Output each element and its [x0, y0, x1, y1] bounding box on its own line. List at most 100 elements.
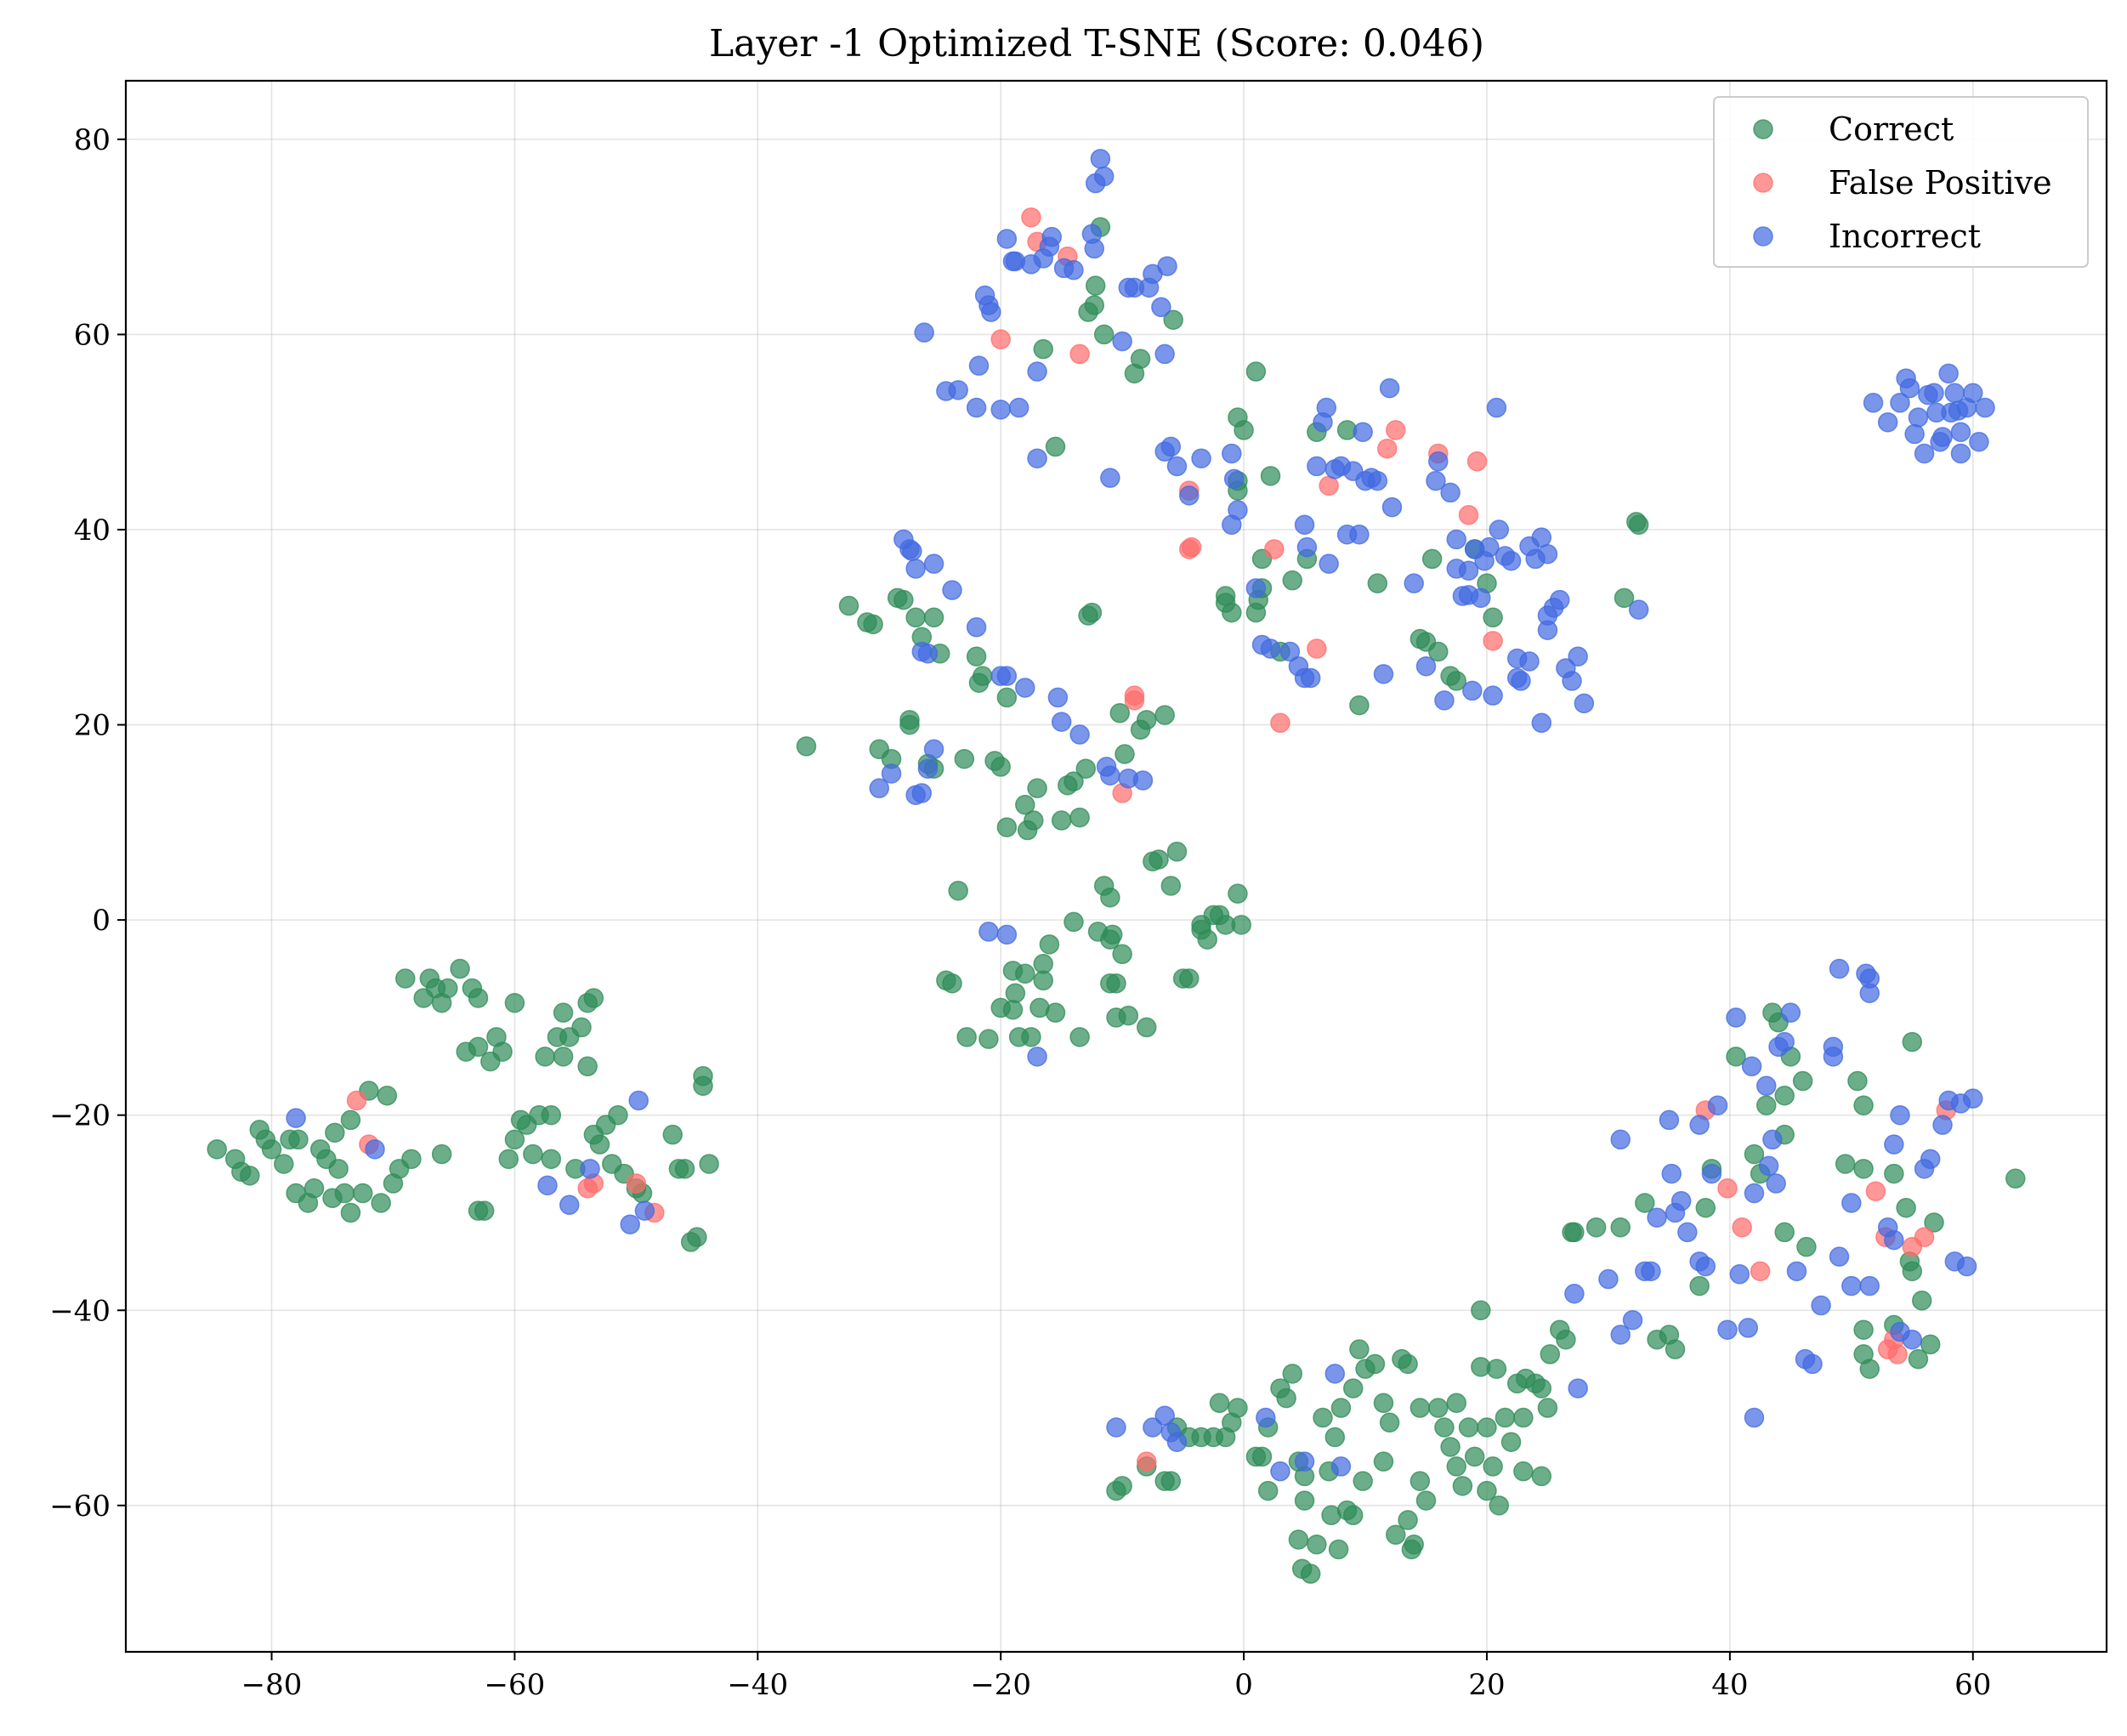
point-correct [325, 1122, 345, 1143]
point-correct [905, 607, 926, 628]
point-correct [956, 1027, 977, 1047]
point-correct [1367, 573, 1388, 593]
point-incorrect [1726, 1007, 1746, 1028]
point-correct [523, 1143, 543, 1165]
point-correct [1614, 587, 1635, 609]
point-correct [1209, 1393, 1230, 1414]
point-correct [1853, 1095, 1874, 1115]
point-incorrect [1294, 1451, 1315, 1472]
point-false-positive [1069, 343, 1090, 365]
point-incorrect [1324, 1364, 1346, 1384]
point-incorrect [1701, 1163, 1722, 1184]
point-correct [1118, 1005, 1139, 1026]
point-correct [261, 1139, 282, 1160]
point-incorrect [1428, 451, 1449, 472]
x-axis-ticks: −80 −60 −40 −20 0 20 40 60 [241, 1652, 1991, 1702]
point-correct [1446, 1393, 1466, 1414]
x-tick-label: 0 [1234, 1668, 1253, 1702]
point-incorrect [1191, 448, 1211, 468]
point-correct [1005, 983, 1026, 1003]
point-correct [1665, 1339, 1686, 1359]
point-incorrect [1151, 297, 1171, 318]
point-correct [340, 1109, 361, 1131]
point-correct [1257, 1480, 1279, 1501]
point-incorrect [1884, 1229, 1904, 1251]
point-incorrect [968, 355, 990, 376]
point-correct [553, 1002, 574, 1023]
point-incorrect [1446, 529, 1466, 550]
point-incorrect [1859, 1275, 1880, 1296]
y-tick-label: 40 [74, 513, 111, 547]
point-correct [1774, 1085, 1795, 1106]
point-incorrect [1859, 983, 1880, 1003]
point-incorrect [990, 400, 1011, 420]
point-incorrect [1890, 393, 1910, 413]
point-incorrect [1112, 331, 1132, 352]
point-correct [1084, 295, 1105, 315]
point-incorrect [1741, 1056, 1762, 1077]
point-correct [687, 1227, 707, 1247]
point-incorrect [1294, 514, 1315, 536]
point-correct [899, 714, 920, 735]
point-incorrect [1695, 1256, 1716, 1277]
point-correct [1409, 1471, 1431, 1491]
point-incorrect [869, 778, 890, 798]
point-correct [1483, 607, 1503, 628]
x-tick-label: −80 [241, 1668, 303, 1702]
point-incorrect [902, 541, 922, 562]
point-incorrect [978, 922, 999, 942]
point-correct [1540, 1344, 1561, 1364]
point-incorrect [1568, 1378, 1588, 1398]
point-correct [1324, 1427, 1346, 1448]
point-incorrect [1766, 1173, 1786, 1194]
point-incorrect [1738, 1318, 1759, 1338]
legend-marker-correct [1753, 119, 1773, 139]
point-correct [954, 748, 975, 769]
point-incorrect [1902, 1329, 1923, 1350]
point-incorrect [1179, 485, 1200, 506]
legend-marker-false-positive [1753, 173, 1773, 193]
point-correct [541, 1104, 562, 1126]
point-correct [1531, 1466, 1552, 1487]
point-incorrect [1924, 383, 1944, 404]
point-incorrect [1166, 456, 1188, 477]
point-correct [1342, 1505, 1364, 1526]
point-correct [1379, 1412, 1400, 1433]
point-false-positive [1750, 1261, 1771, 1282]
point-incorrect [1562, 671, 1582, 691]
point-incorrect [1367, 470, 1388, 491]
legend-box [1713, 96, 2089, 268]
point-incorrect [1531, 527, 1552, 547]
point-correct [1452, 1476, 1473, 1496]
point-incorrect [1486, 397, 1507, 418]
point-correct [1064, 911, 1084, 933]
y-tick-label: −20 [49, 1099, 111, 1133]
point-incorrect [1015, 678, 1035, 698]
point-correct [1085, 275, 1106, 296]
point-correct [535, 1047, 555, 1067]
point-incorrect [1659, 1109, 1680, 1131]
point-correct [1294, 1490, 1315, 1511]
point-incorrect [1774, 1031, 1795, 1052]
point-correct [662, 1124, 683, 1145]
point-correct [973, 666, 993, 686]
point-incorrect [1471, 587, 1491, 609]
point-incorrect [1462, 680, 1483, 701]
point-correct [492, 1041, 513, 1062]
point-correct [377, 1085, 398, 1106]
point-correct [498, 1149, 519, 1170]
point-incorrect [1890, 1104, 1910, 1126]
point-false-positive [1386, 420, 1406, 440]
point-incorrect [537, 1175, 558, 1196]
point-correct [1102, 924, 1123, 945]
point-correct [207, 1139, 227, 1160]
legend-marker-incorrect [1753, 226, 1773, 247]
point-correct [1282, 570, 1303, 591]
point-incorrect [1404, 573, 1424, 593]
point-correct [1234, 420, 1254, 440]
point-correct [438, 978, 458, 999]
point-correct [1415, 1490, 1437, 1511]
point-correct [1160, 876, 1182, 896]
